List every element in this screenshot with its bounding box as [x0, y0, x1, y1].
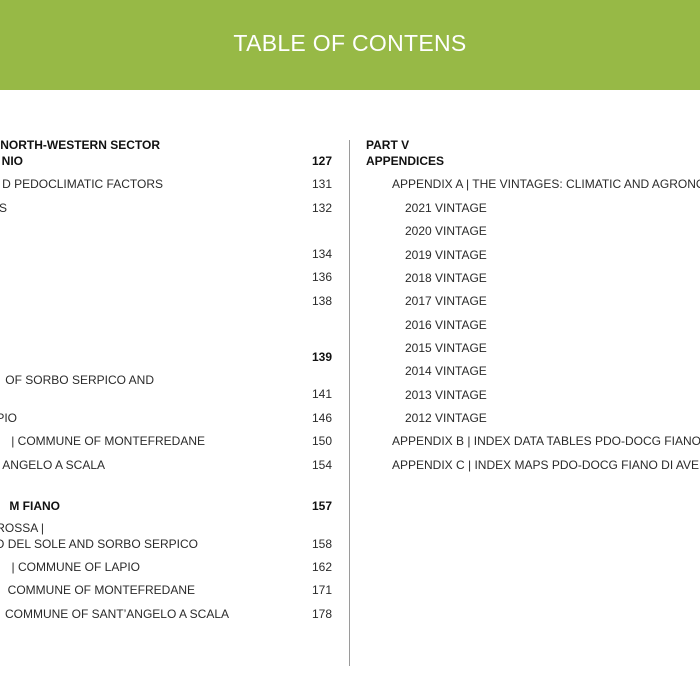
page-number: 131 [311, 177, 332, 191]
toc-entry[interactable]: ROSSA | [0, 521, 44, 535]
page-number: 127 [311, 154, 332, 168]
page-number: 139 [311, 350, 332, 364]
part-label: PART V [366, 138, 410, 152]
toc-entry[interactable]: OF SORBO SERPICO AND [5, 373, 154, 387]
section-title: M FIANO [9, 499, 60, 513]
toc-entry[interactable]: D PEDOCLIMATIC FACTORS [2, 177, 163, 191]
page-number: 134 [311, 247, 332, 261]
toc-entry[interactable]: | COMMUNE OF LAPIO [11, 560, 140, 574]
page-number: 138 [311, 294, 332, 308]
page-number: 150 [311, 434, 332, 448]
toc-entry-vintage[interactable]: 2017 VINTAGE [405, 294, 487, 308]
toc-entry[interactable]: COMMUNE OF MONTEFREDANE [7, 583, 195, 597]
toc-entry-vintage[interactable]: 2013 VINTAGE [405, 388, 487, 402]
page-number: 162 [311, 560, 332, 574]
toc-entry[interactable]: ANGELO A SCALA [2, 458, 105, 472]
toc-entry[interactable]: | COMMUNE OF MONTEFREDANE [11, 434, 205, 448]
header-band [0, 0, 700, 90]
toc-entry-vintage[interactable]: 2021 VINTAGE [405, 201, 487, 215]
toc-entry[interactable]: PIO [0, 411, 17, 425]
toc-entry-vintage[interactable]: 2018 VINTAGE [405, 271, 487, 285]
page-number: 146 [311, 411, 332, 425]
section-title: NIO [1, 154, 23, 168]
toc-entry[interactable]: S [0, 201, 7, 215]
page-number: 171 [311, 583, 332, 597]
toc-entry-vintage[interactable]: 2019 VINTAGE [405, 248, 487, 262]
page-number: 154 [311, 458, 332, 472]
page-number: 157 [311, 499, 332, 513]
toc-entry[interactable]: O DEL SOLE AND SORBO SERPICO [0, 537, 198, 551]
toc-entry-appendix-b[interactable]: APPENDIX B | INDEX DATA TABLES PDO-DOCG … [392, 434, 700, 448]
page-number: 178 [311, 607, 332, 621]
toc-entry-appendix-a[interactable]: APPENDIX A | THE VINTAGES: CLIMATIC AND … [392, 177, 700, 191]
toc-entry-vintage[interactable]: 2012 VINTAGE [405, 411, 487, 425]
section-title: NORTH-WESTERN SECTOR [0, 138, 160, 152]
page-number: 141 [311, 387, 332, 401]
page-number: 132 [311, 201, 332, 215]
page-number: 158 [311, 537, 332, 551]
toc-entry-vintage[interactable]: 2014 VINTAGE [405, 364, 487, 378]
part-title: APPENDICES [366, 154, 445, 168]
toc-entry-appendix-c[interactable]: APPENDIX C | INDEX MAPS PDO-DOCG FIANO D… [392, 458, 700, 472]
toc-entry[interactable]: COMMUNE OF SANT’ANGELO A SCALA [4, 607, 229, 621]
page-number: 136 [311, 270, 332, 284]
toc-entry-vintage[interactable]: 2015 VINTAGE [405, 341, 487, 355]
column-divider [349, 140, 350, 666]
toc-entry-vintage[interactable]: 2016 VINTAGE [405, 318, 487, 332]
toc-entry-vintage[interactable]: 2020 VINTAGE [405, 224, 487, 238]
page-title: TABLE OF CONTENS [233, 30, 467, 56]
